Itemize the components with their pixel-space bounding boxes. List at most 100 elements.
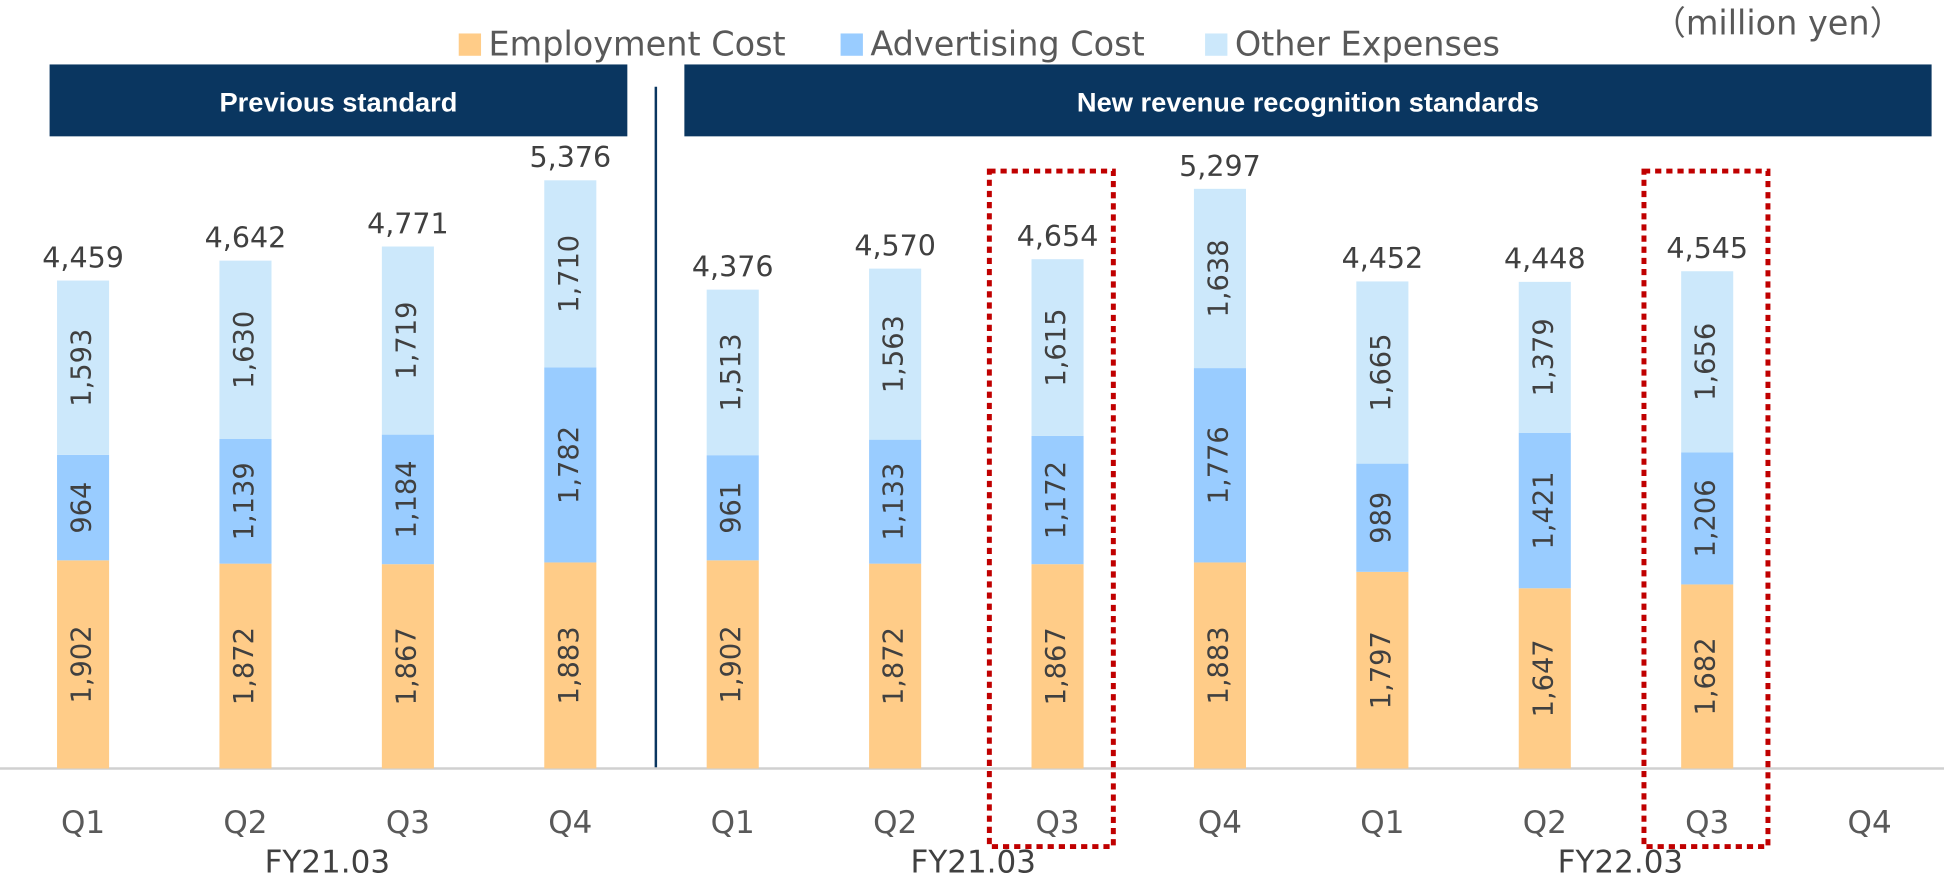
data-label: 1,872 — [229, 627, 260, 705]
data-label: 1,883 — [554, 626, 585, 704]
bar-segment — [219, 260, 272, 439]
group-label: FY21.03 — [911, 844, 1036, 880]
legend-swatch — [458, 33, 482, 56]
data-label: 1,710 — [554, 235, 585, 313]
data-label: 964 — [67, 482, 98, 534]
bar-segment — [1518, 281, 1571, 433]
unit-label: （million yen） — [1652, 3, 1903, 42]
data-label: 1,776 — [1203, 426, 1234, 504]
bar-segment — [57, 560, 110, 769]
data-label: 1,421 — [1528, 471, 1559, 549]
total-label: 4,545 — [1666, 232, 1748, 265]
banner — [684, 64, 1932, 137]
legend-label: Employment Cost — [488, 24, 785, 63]
bar-segment — [381, 434, 434, 565]
bar-segment — [381, 246, 434, 435]
data-label: 1,872 — [879, 627, 910, 705]
bar-segment — [706, 560, 759, 769]
data-label: 1,563 — [879, 315, 910, 393]
group-label: FY22.03 — [1558, 844, 1683, 880]
plot: Employment Cost Advertising Cost Other Exp… — [42, 24, 1891, 840]
data-label: 1,782 — [554, 426, 585, 504]
bar-segment — [1193, 562, 1246, 769]
bar-segment — [1356, 571, 1409, 769]
bar-segment — [544, 562, 597, 769]
data-label: 1,656 — [1691, 323, 1722, 401]
bar-segment — [869, 563, 922, 769]
legend-label: Advertising Cost — [870, 24, 1144, 63]
data-label: 1,719 — [391, 302, 422, 380]
bar-segment — [1681, 452, 1734, 585]
banner-label: New revenue recognition standards — [1077, 86, 1539, 117]
bar-segment — [1518, 588, 1571, 769]
x-tick-label: Q4 — [548, 805, 592, 841]
data-label: 1,883 — [1203, 626, 1234, 704]
total-label: 5,297 — [1179, 150, 1261, 183]
total-label: 4,570 — [854, 229, 936, 262]
data-label: 1,206 — [1691, 479, 1722, 557]
data-label: 1,867 — [1041, 627, 1072, 705]
bar-segment — [1356, 463, 1409, 572]
data-label: 1,902 — [67, 625, 98, 703]
bar-segment — [869, 268, 922, 440]
data-label: 1,647 — [1528, 639, 1559, 717]
group-label: FY21.03 — [265, 844, 390, 880]
bar-segment — [57, 280, 110, 455]
x-tick-label: Q1 — [711, 805, 755, 841]
x-tick-label: Q2 — [873, 805, 917, 841]
bar-segment — [219, 438, 272, 564]
total-label: 4,642 — [205, 221, 287, 254]
data-label: 1,902 — [716, 625, 747, 703]
data-label: 1,630 — [229, 311, 260, 389]
x-tick-label: Q1 — [61, 805, 105, 841]
bar-segment — [1193, 188, 1246, 369]
data-label: 1,797 — [1366, 631, 1397, 709]
bar-segment — [869, 439, 922, 564]
highlight-box — [1641, 168, 1771, 850]
x-tick-label: Q4 — [1848, 805, 1892, 841]
legend-swatch — [840, 33, 863, 56]
total-label: 4,771 — [367, 207, 449, 240]
total-label: 4,654 — [1017, 220, 1099, 253]
data-label: 1,682 — [1691, 637, 1722, 715]
bar-segment — [544, 367, 597, 563]
data-label: 1,638 — [1203, 239, 1234, 317]
bar-segment — [706, 455, 759, 561]
bar-segment — [219, 563, 272, 769]
bar-segment — [1031, 435, 1084, 565]
bar-segment — [1681, 271, 1734, 453]
bar-segment — [1356, 281, 1409, 464]
bar-segment — [1518, 432, 1571, 589]
legend-swatch — [1205, 33, 1228, 56]
bar-segment — [1031, 564, 1084, 769]
x-tick-label: Q2 — [223, 805, 267, 841]
x-tick-label: Q3 — [1685, 805, 1729, 841]
bar-segment — [544, 180, 597, 368]
data-label: 1,867 — [391, 627, 422, 705]
data-label: 1,665 — [1366, 333, 1397, 411]
bar-segment — [706, 289, 759, 456]
total-label: 5,376 — [530, 141, 612, 174]
highlight-box — [986, 168, 1116, 850]
total-label: 4,376 — [692, 251, 774, 284]
total-label: 4,448 — [1504, 243, 1586, 276]
bar-segment — [57, 454, 110, 561]
x-tick-label: Q3 — [386, 805, 430, 841]
data-label: 1,184 — [391, 460, 422, 538]
total-label: 4,452 — [1342, 242, 1424, 275]
bar-segment — [381, 564, 434, 769]
bar-segment — [1193, 368, 1246, 563]
data-label: 989 — [1366, 492, 1397, 544]
data-label: 1,379 — [1528, 318, 1559, 396]
bar-segment — [1681, 584, 1734, 769]
data-label: 1,615 — [1041, 309, 1072, 387]
data-label: 1,139 — [229, 462, 260, 540]
legend-label: Other Expenses — [1235, 24, 1500, 63]
data-label: 1,513 — [716, 333, 747, 411]
data-label: 1,133 — [879, 463, 910, 541]
bar-segment — [1031, 259, 1084, 436]
banner-label: Previous standard — [219, 86, 457, 117]
data-label: 1,593 — [67, 329, 98, 407]
x-tick-label: Q2 — [1523, 805, 1567, 841]
